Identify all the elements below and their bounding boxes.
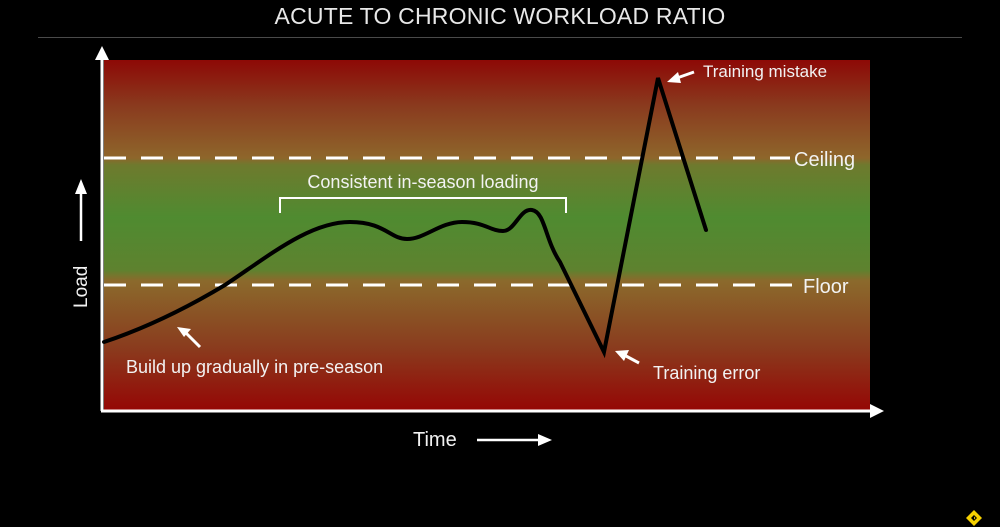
y-label-arrow-icon <box>75 179 87 194</box>
floor-label: Floor <box>803 276 849 298</box>
x-axis-arrow-icon <box>870 404 884 418</box>
training-error-arrowhead-icon <box>615 350 629 361</box>
in-season-label: Consistent in-season loading <box>307 172 538 192</box>
in-season-bracket <box>279 197 567 213</box>
build-up-arrow-icon <box>184 331 202 349</box>
page-title: ACUTE TO CHRONIC WORKLOAD RATIO <box>274 3 726 29</box>
training-mistake-arrow-icon <box>676 70 695 80</box>
x-label-arrow-icon <box>538 434 552 446</box>
build-up-label: Build up gradually in pre-season <box>126 357 383 377</box>
training-error-arrow-icon <box>625 354 640 365</box>
title-divider <box>38 37 962 38</box>
ceiling-label: Ceiling <box>794 149 855 171</box>
y-axis-label: Load <box>71 266 92 308</box>
zone-background <box>104 60 870 410</box>
x-axis-label: Time <box>413 429 457 451</box>
training-mistake-label: Training mistake <box>703 62 827 81</box>
training-mistake-arrowhead-icon <box>667 72 681 83</box>
y-axis-arrow-icon <box>95 46 109 60</box>
training-error-label: Training error <box>653 363 760 383</box>
load-curve <box>102 77 708 359</box>
diamond-logo-icon <box>966 510 982 526</box>
build-up-arrowhead-icon <box>177 327 191 337</box>
